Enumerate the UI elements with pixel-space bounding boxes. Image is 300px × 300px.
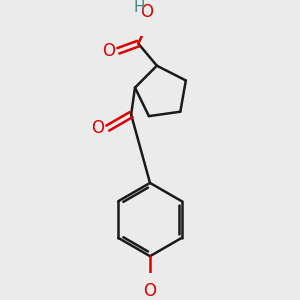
Text: O: O — [143, 282, 157, 300]
Text: O: O — [103, 42, 116, 60]
Text: H: H — [134, 0, 146, 14]
Text: O: O — [140, 3, 153, 21]
Text: O: O — [91, 119, 104, 137]
